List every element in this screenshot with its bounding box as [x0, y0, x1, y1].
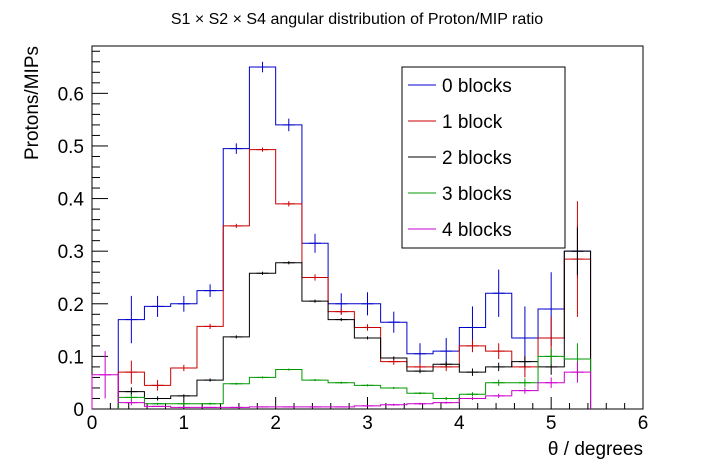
- x-axis-ticks: 0 1 2 3 4 5 6: [87, 397, 649, 434]
- legend-label: 0 blocks: [442, 76, 512, 97]
- series-layer: [91, 61, 592, 409]
- series-3: [117, 343, 592, 409]
- y-axis-label: Protons/MIPs: [22, 46, 43, 160]
- legend-entry: 3 blocks: [408, 184, 512, 205]
- chart-title: S1 × S2 × S4 angular distribution of Pro…: [171, 11, 543, 28]
- legend-entry: 2 blocks: [408, 148, 512, 169]
- legend-entry: 0 blocks: [408, 76, 512, 97]
- x-tick-label: 3: [362, 413, 373, 434]
- legend-label: 1 block: [442, 112, 503, 133]
- y-tick-label: 0.1: [58, 347, 84, 368]
- y-tick-label: 0.2: [58, 295, 84, 316]
- x-tick-label: 1: [179, 413, 190, 434]
- series-4: [91, 351, 592, 409]
- x-tick-label: 6: [638, 413, 649, 434]
- x-tick-label: 5: [546, 413, 557, 434]
- series-line: [117, 250, 592, 409]
- y-axis-ticks: 0 0.1 0.2 0.3 0.4 0.5 0.6: [58, 50, 108, 421]
- y-tick-label: 0.4: [58, 190, 85, 211]
- legend-label: 4 blocks: [442, 220, 512, 241]
- series-line: [117, 66, 592, 409]
- legend-label: 2 blocks: [442, 148, 512, 169]
- x-tick-label: 2: [270, 413, 281, 434]
- legend-entry: 1 block: [408, 112, 503, 133]
- y-tick-label: 0.5: [58, 137, 84, 158]
- legend-entry: 4 blocks: [408, 220, 512, 241]
- legend-label: 3 blocks: [442, 184, 512, 205]
- y-tick-label: 0: [73, 400, 84, 421]
- legend: 0 blocks 1 block 2 blocks 3 blocks 4 blocks: [401, 66, 566, 249]
- y-tick-label: 0.3: [58, 242, 84, 263]
- x-axis-label: θ / degrees: [548, 439, 643, 460]
- x-tick-label: 0: [87, 413, 98, 434]
- y-tick-label: 0.6: [58, 84, 84, 105]
- x-tick-label: 4: [454, 413, 465, 434]
